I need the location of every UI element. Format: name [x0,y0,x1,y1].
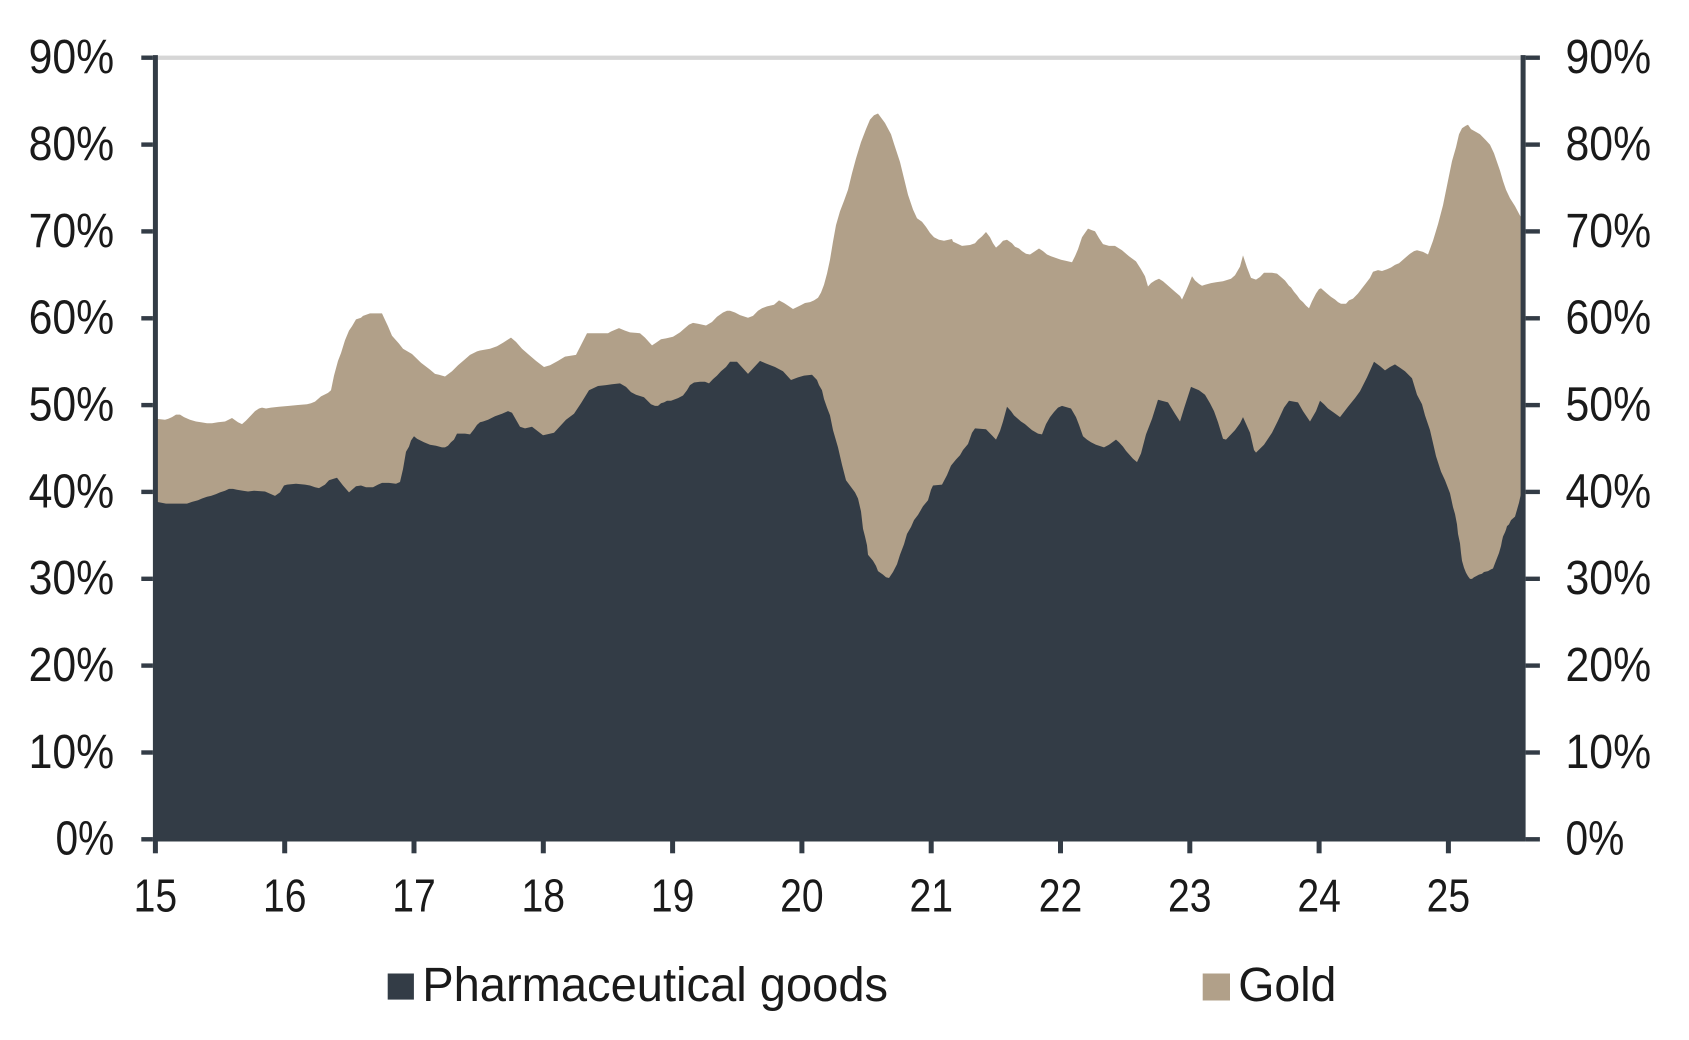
svg-text:20%: 20% [1566,638,1652,692]
svg-text:23: 23 [1168,870,1212,922]
svg-text:80%: 80% [29,117,115,171]
svg-text:30%: 30% [29,551,115,605]
svg-text:19: 19 [651,870,695,922]
svg-text:20%: 20% [29,638,115,692]
svg-text:50%: 50% [1566,378,1652,432]
svg-text:70%: 70% [1566,204,1652,258]
svg-text:30%: 30% [1566,551,1652,605]
svg-text:90%: 90% [1566,30,1652,84]
svg-text:0%: 0% [1566,812,1625,866]
svg-text:20: 20 [780,870,824,922]
svg-text:15: 15 [134,870,178,922]
svg-text:21: 21 [909,870,953,922]
svg-text:40%: 40% [29,464,115,518]
svg-text:Gold: Gold [1238,959,1336,1012]
svg-text:16: 16 [263,870,307,922]
svg-text:50%: 50% [29,378,115,432]
svg-text:25: 25 [1427,870,1471,922]
svg-text:60%: 60% [29,291,115,345]
svg-text:0%: 0% [55,812,114,866]
svg-text:10%: 10% [29,725,115,779]
svg-text:Pharmaceutical goods: Pharmaceutical goods [422,959,888,1012]
svg-text:24: 24 [1297,870,1341,922]
svg-text:90%: 90% [29,30,115,84]
svg-text:10%: 10% [1566,725,1652,779]
svg-text:70%: 70% [29,204,115,258]
svg-text:22: 22 [1039,870,1083,922]
svg-text:60%: 60% [1566,291,1652,345]
svg-text:40%: 40% [1566,464,1652,518]
svg-text:80%: 80% [1566,117,1652,171]
svg-text:17: 17 [392,870,436,922]
svg-text:18: 18 [522,870,566,922]
